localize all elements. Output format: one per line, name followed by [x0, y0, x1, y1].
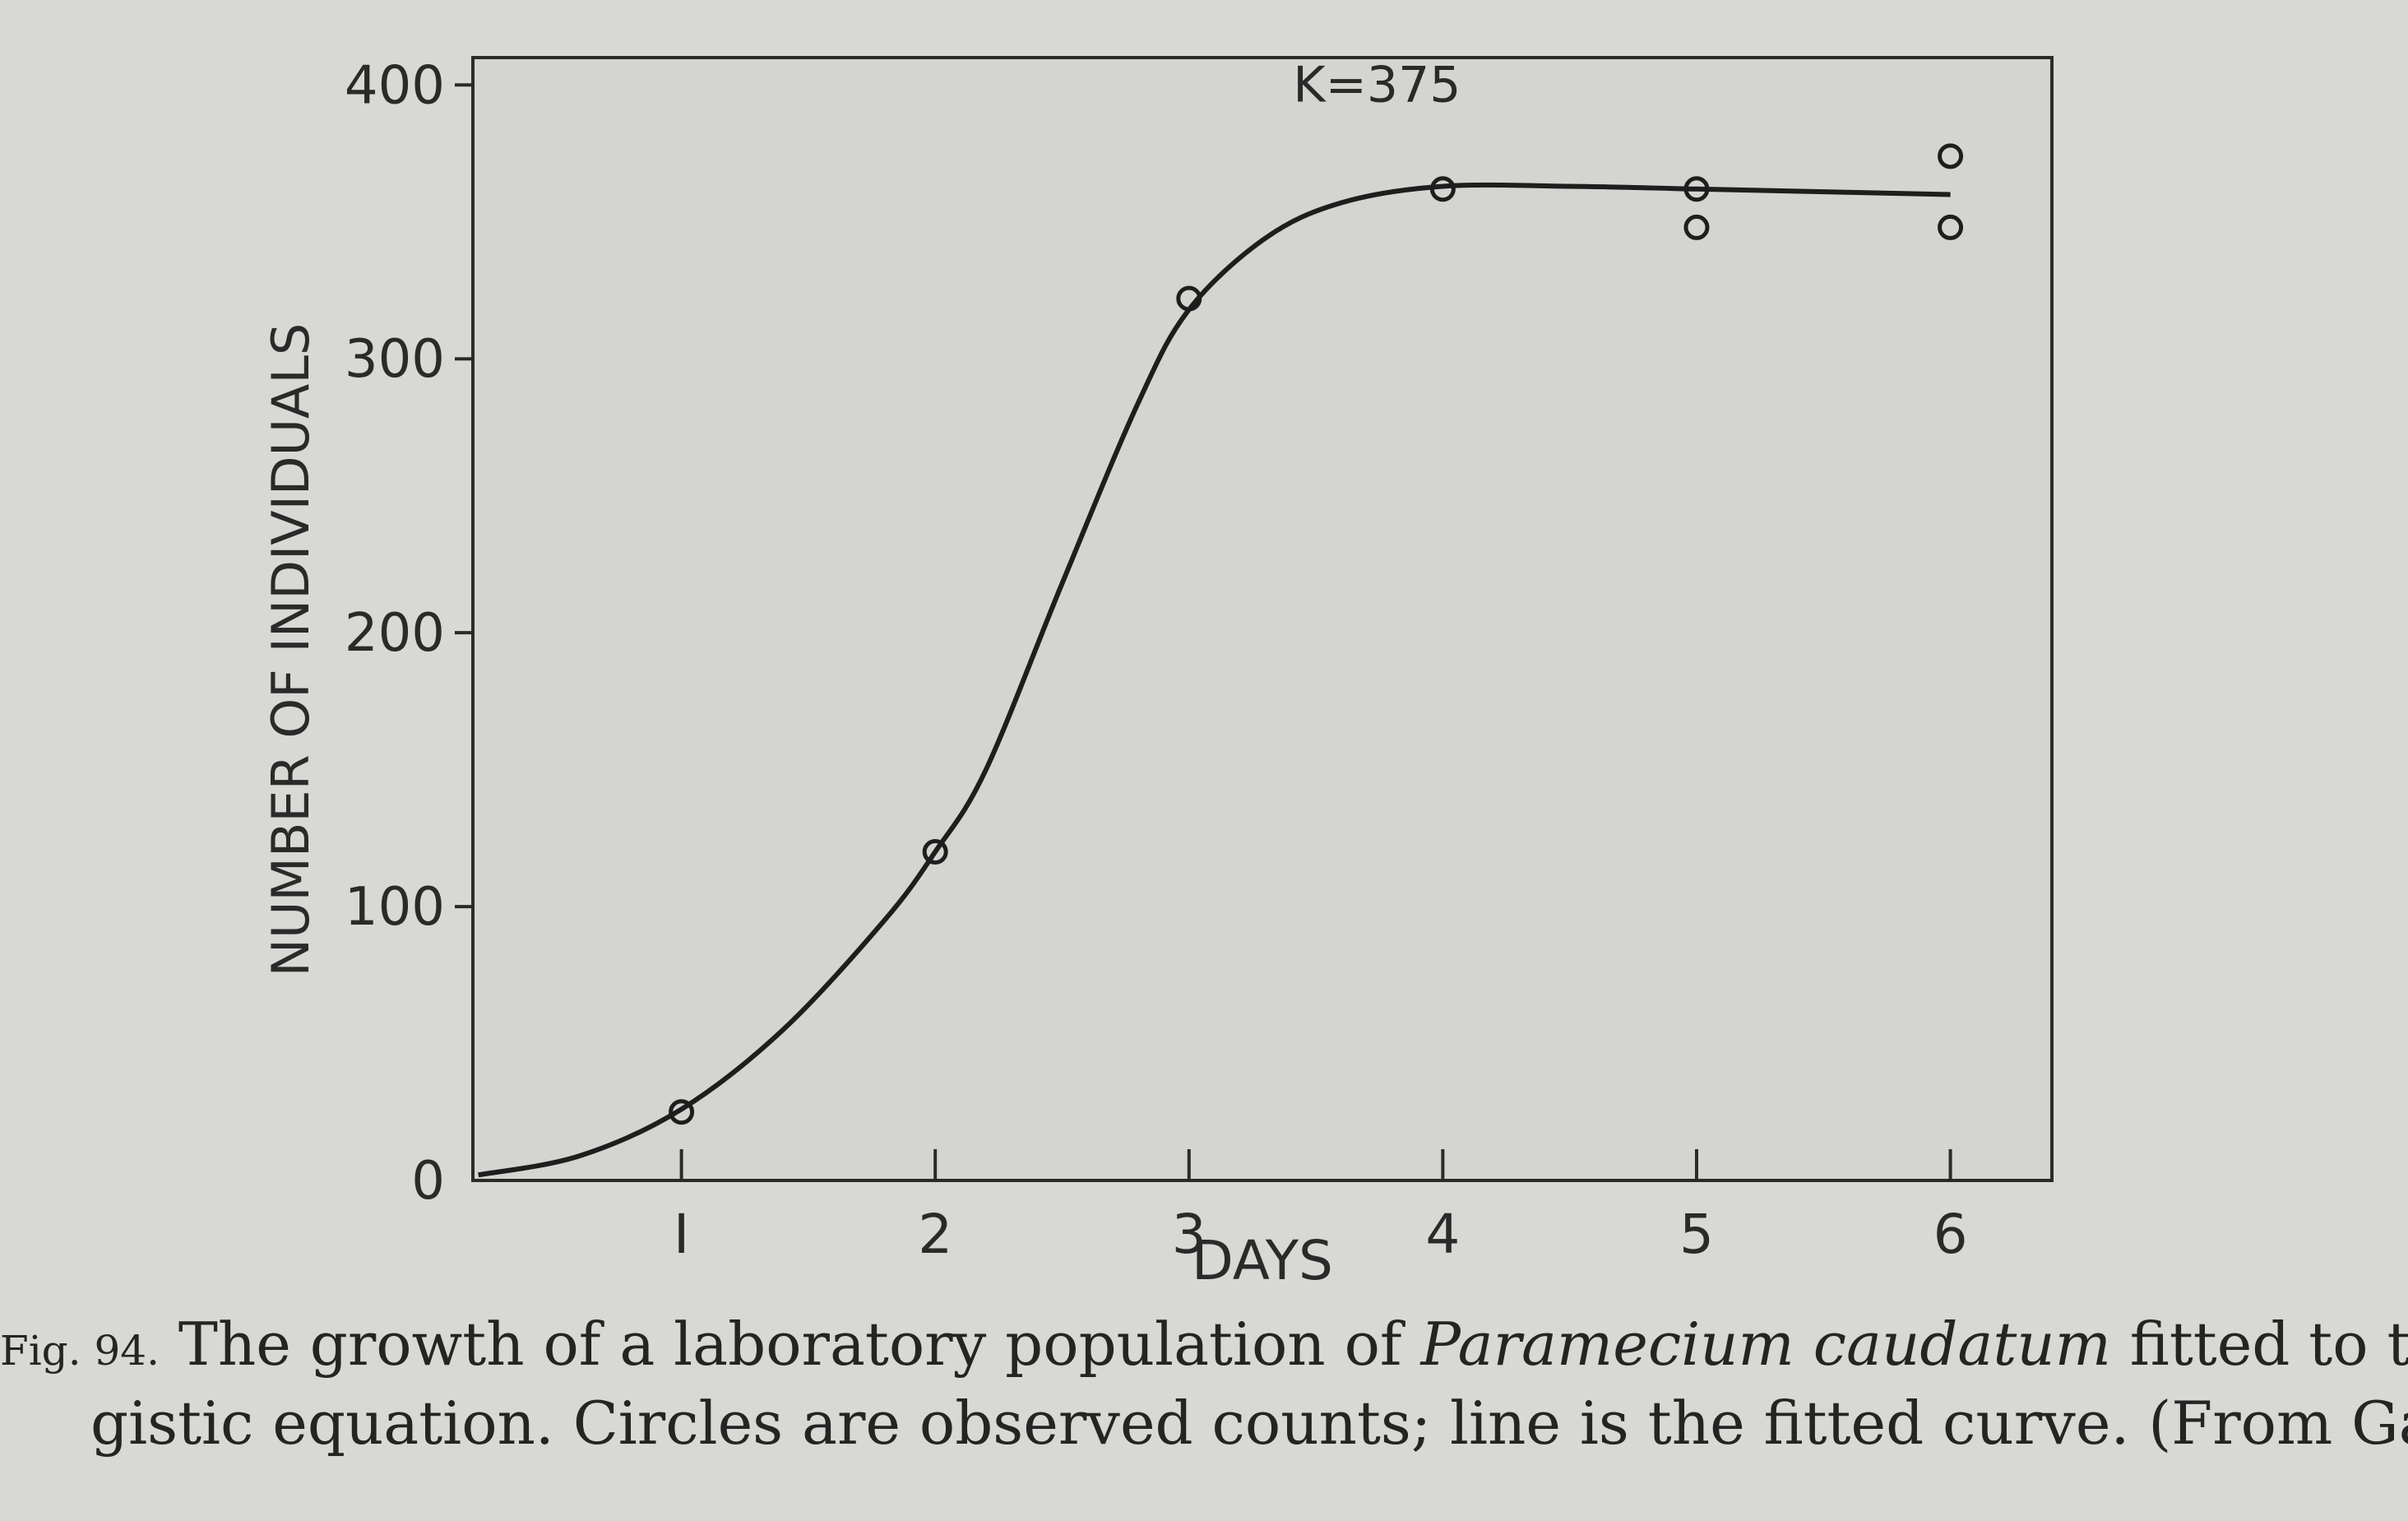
observed-point [1683, 214, 1710, 240]
fitted-logistic-curve [478, 182, 1951, 1178]
caption-line-1: Fig. 94. The growth of a laboratory popu… [0, 1308, 2408, 1387]
x-tick-label: 3 [1172, 1203, 1206, 1266]
y-tick-label: 300 [345, 329, 445, 390]
observed-point [669, 1099, 695, 1125]
x-tick-label: 6 [1933, 1203, 1968, 1266]
plot-frame [471, 56, 2054, 1182]
k-annotation: K=375 [1293, 56, 1461, 114]
x-axis-label: DAYS [1192, 1229, 1333, 1292]
y-axis-label: NUMBER OF INDIVIDUALS [261, 323, 321, 977]
observed-point [1938, 214, 1964, 240]
observed-point [1429, 176, 1456, 202]
figure-caption: Fig. 94. The growth of a laboratory popu… [0, 1308, 2408, 1459]
x-tick-label: 2 [918, 1203, 952, 1266]
caption-text-1: The growth of a laboratory population of [160, 1310, 1421, 1379]
population-chart: I 2 3 4 5 6 0 100 200 300 400 K=375 DAYS NUMBER O… [261, 55, 2054, 1292]
caption-line-2: gistic equation. Circles are observed co… [90, 1389, 2408, 1458]
x-tick-label: I [674, 1203, 689, 1266]
caption-species: Paramecium caudatum [1420, 1310, 2111, 1379]
y-tick-label: 400 [345, 55, 445, 116]
figure-number: Fig. 94. [0, 1327, 160, 1375]
observed-point [922, 838, 948, 865]
observed-point [1683, 176, 1710, 202]
observed-point [1176, 285, 1202, 312]
x-tick-label: 5 [1679, 1203, 1714, 1266]
y-tick-label: 100 [345, 877, 445, 938]
x-tick-label: 4 [1425, 1203, 1460, 1266]
caption-text-2: fitted to the lo- [2129, 1310, 2408, 1379]
y-tick-label: 0 [411, 1151, 445, 1212]
observed-point [1938, 143, 1964, 169]
y-tick-label: 200 [345, 603, 445, 664]
